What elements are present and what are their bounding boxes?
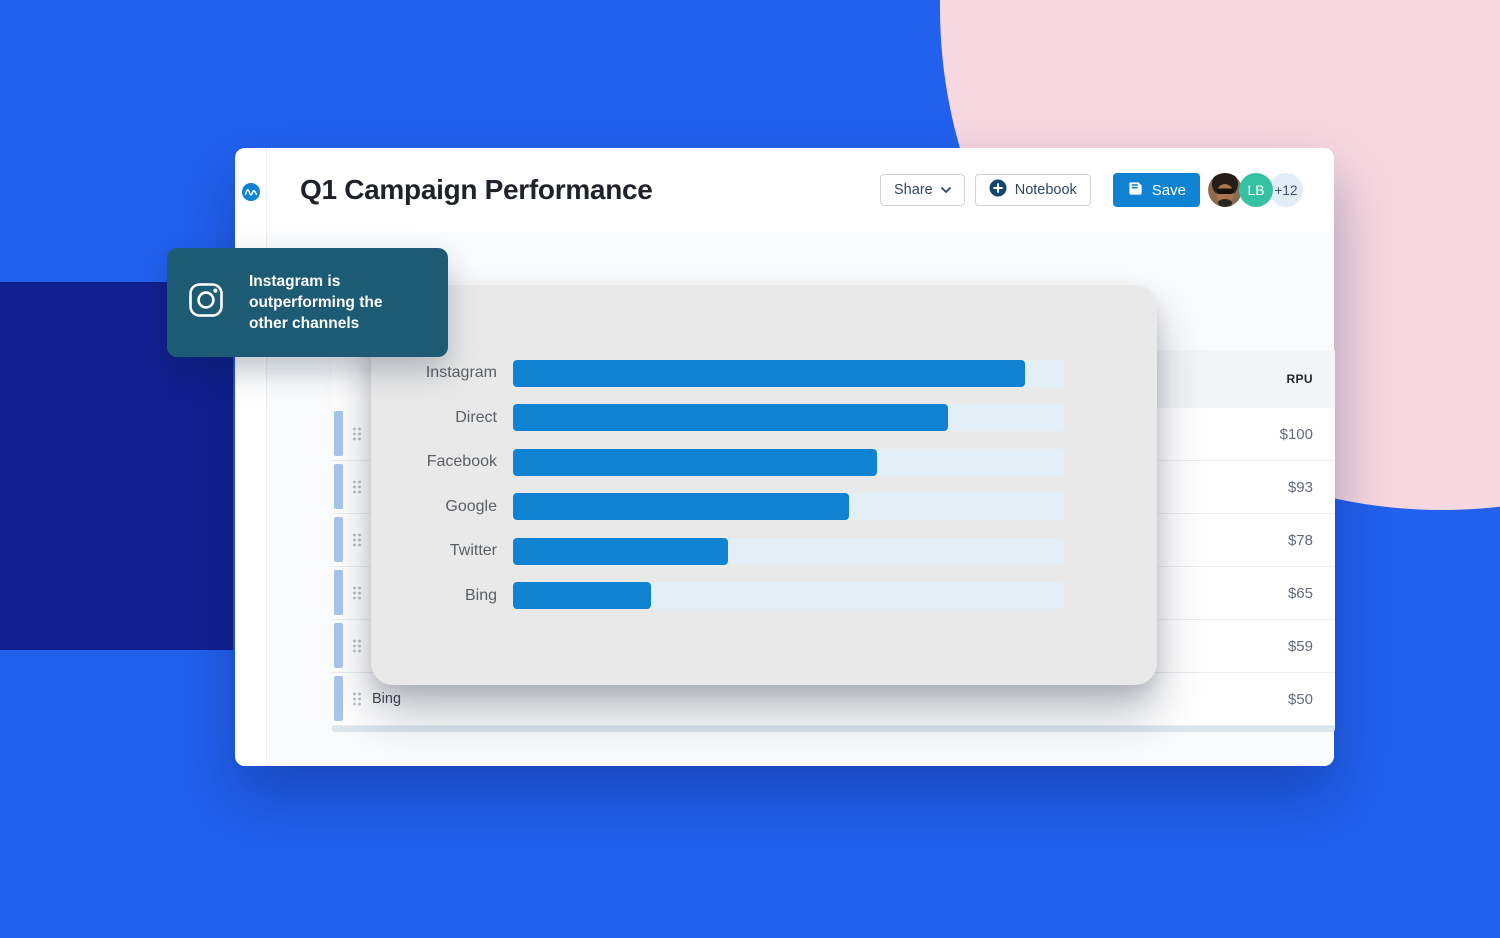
- table-bottom-strip: [332, 726, 1335, 732]
- chart-row: Google: [371, 485, 1157, 530]
- drag-handle-icon[interactable]: [352, 426, 364, 442]
- chart-bar: [513, 359, 1026, 387]
- chart-bar-track: [513, 404, 1064, 432]
- rpu-value: $65: [1287, 584, 1313, 602]
- chart-bar-track: [513, 537, 1064, 565]
- rpu-value: $93: [1287, 478, 1313, 496]
- chart-bar: [513, 493, 850, 521]
- chart-category-label: Facebook: [426, 453, 497, 471]
- chart-row: Twitter: [371, 529, 1157, 574]
- chart-category-label: Direct: [455, 408, 497, 426]
- window-header: Q1 Campaign Performance Share N: [267, 148, 1334, 232]
- chart-bar: [513, 582, 651, 610]
- instagram-icon: [187, 281, 225, 324]
- left-rail: [235, 148, 267, 766]
- save-floppy-icon: [1127, 180, 1144, 201]
- chart-category-label: Bing: [464, 586, 497, 604]
- insight-callout: Instagram is outperforming the other cha…: [167, 248, 448, 357]
- chart-bar-track: [513, 582, 1064, 610]
- chart-bar: [513, 537, 728, 565]
- chart-row: Direct: [371, 396, 1157, 441]
- chart-bar: [513, 404, 949, 432]
- rpu-value: $100: [1279, 425, 1313, 443]
- avatar-initials[interactable]: LB: [1239, 173, 1273, 207]
- chart-bar-track: [513, 359, 1064, 387]
- row-accent-bar: [334, 570, 343, 615]
- drag-handle-icon[interactable]: [352, 532, 364, 548]
- notebook-button[interactable]: Notebook: [974, 174, 1091, 206]
- drag-handle-icon[interactable]: [352, 691, 364, 707]
- rpu-value: $59: [1287, 637, 1313, 655]
- chart-category-label: Instagram: [425, 364, 497, 382]
- plus-circle-icon: [989, 179, 1007, 201]
- callout-text: Instagram is outperforming the other cha…: [249, 273, 383, 332]
- share-button-label: Share: [894, 182, 933, 198]
- chart-category-label: Google: [445, 497, 497, 515]
- chart-row: Bing: [371, 574, 1157, 619]
- chart-row: Instagram: [371, 351, 1157, 396]
- header-actions: Share Notebook: [880, 173, 1303, 207]
- drag-handle-icon[interactable]: [352, 638, 364, 654]
- bar-chart-card: Instagram Direct Facebook: [371, 285, 1157, 685]
- chart-category-label: Twitter: [449, 542, 497, 560]
- chart-bar-track: [513, 493, 1064, 521]
- chart-bar-track: [513, 448, 1064, 476]
- rpu-value: $50: [1287, 690, 1313, 708]
- chart-row: Facebook: [371, 440, 1157, 485]
- drag-handle-icon[interactable]: [352, 479, 364, 495]
- save-button[interactable]: Save: [1112, 173, 1200, 207]
- rpu-value: $78: [1287, 531, 1313, 549]
- notebook-button-label: Notebook: [1014, 182, 1077, 198]
- avatar-group: LB +12: [1208, 173, 1303, 207]
- table-header-rpu: RPU: [1147, 350, 1335, 408]
- row-accent-bar: [334, 517, 343, 562]
- bar-chart: Instagram Direct Facebook: [371, 351, 1157, 618]
- row-accent-bar: [334, 411, 343, 456]
- drag-handle-icon[interactable]: [352, 585, 364, 601]
- row-accent-bar: [334, 676, 343, 721]
- avatar-overflow-badge[interactable]: +12: [1269, 173, 1303, 207]
- channel-label: Bing: [372, 691, 402, 707]
- chart-bar: [513, 448, 877, 476]
- avatar-photo[interactable]: [1208, 173, 1242, 207]
- share-button[interactable]: Share: [880, 174, 965, 206]
- row-accent-bar: [334, 623, 343, 668]
- page-title: Q1 Campaign Performance: [300, 174, 653, 205]
- row-accent-bar: [334, 464, 343, 509]
- chevron-down-icon: [940, 182, 951, 198]
- amplitude-logo-icon: [241, 183, 260, 766]
- save-button-label: Save: [1151, 181, 1186, 199]
